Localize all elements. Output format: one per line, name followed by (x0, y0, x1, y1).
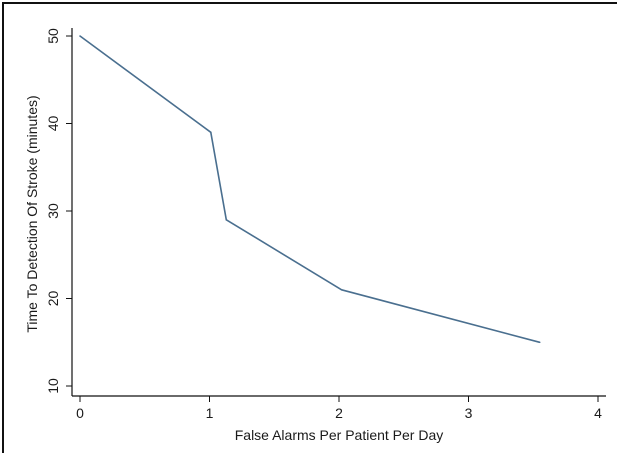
data-point (538, 341, 541, 344)
axes (71, 28, 606, 397)
y-tick-label: 10 (45, 378, 61, 394)
y-tick-label: 20 (45, 291, 61, 307)
y-tick-label: 50 (45, 28, 61, 44)
y-axis-title: Time To Detection Of Stroke (minutes) (24, 95, 40, 332)
y-tick-label: 40 (45, 116, 61, 132)
x-axis-ticks: 0 1 2 3 4 (76, 396, 602, 421)
x-tick-label: 3 (465, 405, 473, 421)
x-tick-label: 0 (76, 405, 84, 421)
series-line (79, 35, 540, 344)
x-tick-label: 2 (335, 405, 343, 421)
y-tick-label: 30 (45, 203, 61, 219)
x-tick-label: 1 (206, 405, 214, 421)
x-axis-title: False Alarms Per Patient Per Day (235, 427, 444, 443)
data-point (225, 218, 228, 221)
data-point (209, 131, 212, 134)
data-point (340, 288, 343, 291)
data-point (79, 35, 81, 37)
x-tick-label: 4 (594, 405, 602, 421)
series-layer (79, 35, 541, 344)
y-axis-ticks: 10 20 30 40 50 (45, 28, 72, 394)
